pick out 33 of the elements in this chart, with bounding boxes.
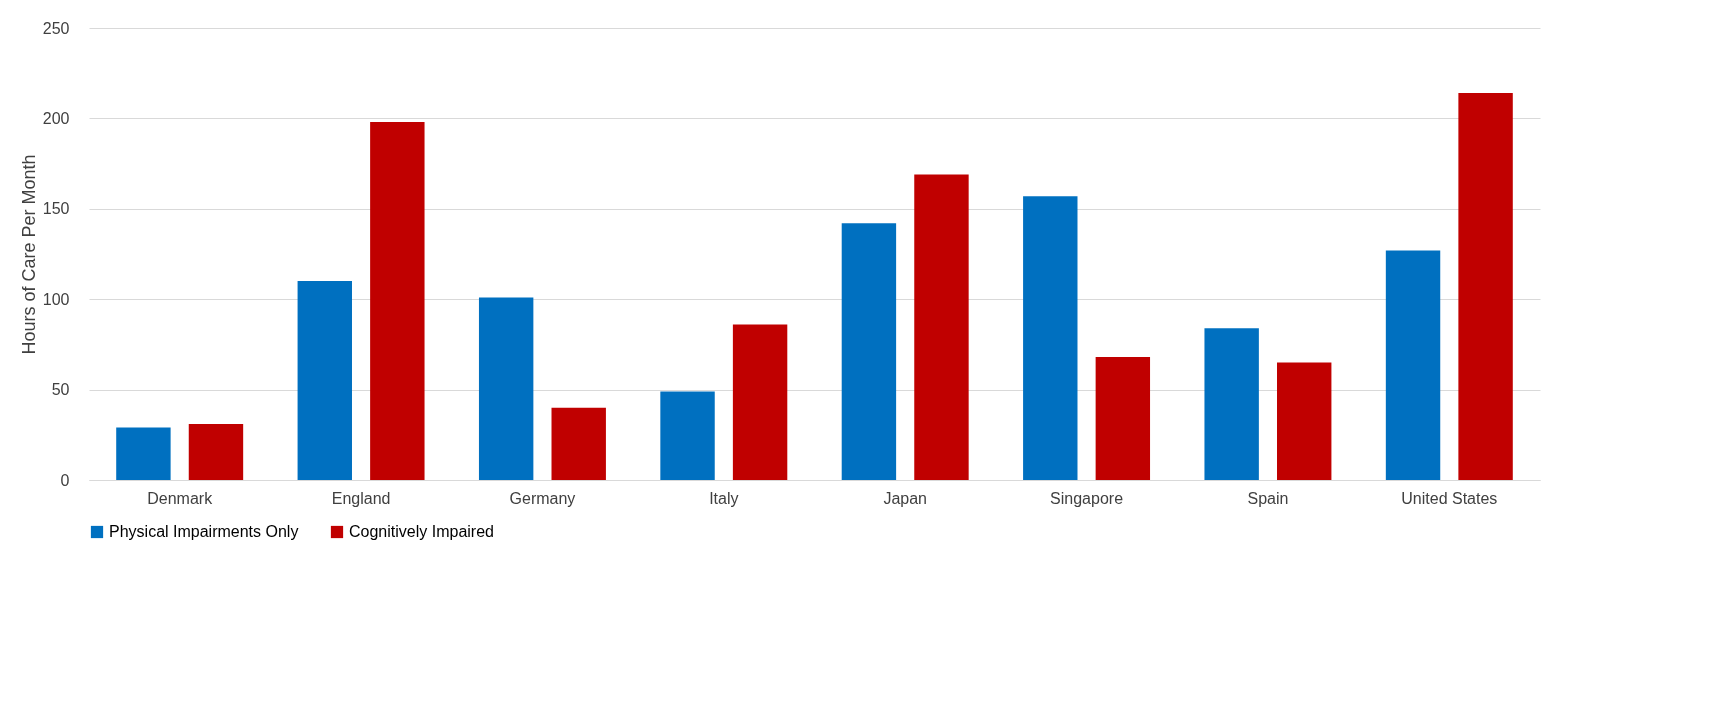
bar [660,391,715,480]
x-tick-label: Germany [509,489,576,507]
bar [188,423,244,480]
legend-label: Physical Impairments Only [109,523,299,540]
bar [1023,196,1078,480]
bar [841,223,897,480]
y-tick-label: 250 [42,19,70,37]
y-tick-label: 100 [42,290,70,308]
bar [551,407,606,480]
x-tick-label: Spain [1247,489,1289,507]
y-axis-title: Hours of Care Per Month [18,154,39,355]
bar [732,324,788,480]
bar [1095,357,1151,480]
bar [914,174,969,480]
bar [1204,328,1259,480]
x-tick-label: Japan [883,489,927,507]
bar [1385,250,1441,480]
bar [116,427,171,480]
legend-label: Cognitively Impaired [349,523,494,540]
bar [1458,93,1513,480]
x-tick-label: Denmark [147,489,214,507]
x-tick-label: Italy [709,489,739,507]
bar [478,297,534,480]
x-tick-label: United States [1401,489,1498,507]
x-tick-label: Singapore [1050,489,1124,507]
bar [297,281,352,480]
y-tick-label: 150 [42,200,70,218]
bar [370,122,425,480]
x-tick-label: England [331,489,391,507]
y-tick-label: 50 [51,381,70,399]
bar [1277,362,1332,480]
y-tick-label: 200 [42,109,70,127]
y-tick-label: 0 [60,471,70,489]
